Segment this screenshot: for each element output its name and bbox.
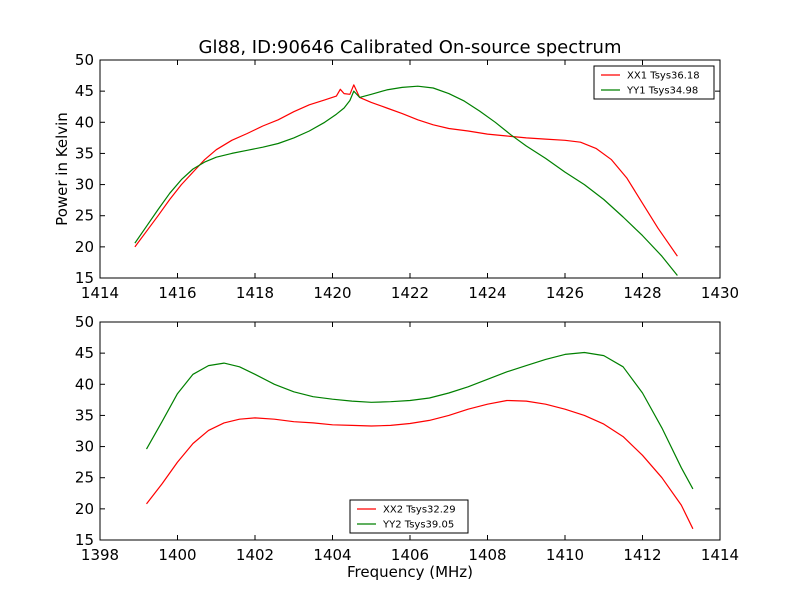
top-spectrum-panel: 1414 1416 1418 1420 1422 1424 1426 1428 1430 15 20…: [53, 51, 739, 302]
x-axis-label: Frequency (MHz): [347, 563, 473, 581]
legend-box: [349, 499, 469, 534]
series-line-yy1: [134, 85, 678, 276]
y-tick-label: 25: [75, 207, 94, 225]
legend-entry: XX2 Tsys32.29: [383, 505, 456, 516]
x-tick-label: 1414: [701, 546, 739, 564]
x-tick-label: 1422: [391, 284, 429, 302]
x-tick-label: 1414: [81, 284, 119, 302]
legend-box: [593, 65, 715, 100]
x-tick-label: 1406: [391, 546, 429, 564]
y-tick-label: 40: [75, 113, 94, 131]
plot-frame: [99, 321, 721, 541]
x-tick-label: 1398: [81, 546, 119, 564]
plot-frame: [99, 59, 721, 279]
legend-entry: XX1 Tsys36.18: [627, 71, 700, 82]
x-tick-label: 1424: [468, 284, 506, 302]
y-tick-label: 45: [75, 344, 94, 362]
y-tick-label: 30: [75, 438, 94, 456]
figure-title: Gl88, ID:90646 Calibrated On-source spec…: [199, 37, 622, 58]
x-tick-label: 1408: [468, 546, 506, 564]
y-tick-label: 35: [75, 144, 94, 162]
x-tick-label: 1412: [623, 546, 661, 564]
x-tick-label: 1418: [236, 284, 274, 302]
x-tick-label: 1410: [546, 546, 584, 564]
x-tick-label: 1426: [546, 284, 584, 302]
legend: XX2 Tsys32.29 YY2 Tsys39.05: [349, 499, 469, 534]
y-tick-label: 20: [75, 238, 94, 256]
y-tick-label: 40: [75, 375, 94, 393]
series-line-yy2: [145, 351, 694, 490]
x-tick-label: 1430: [701, 284, 739, 302]
y-tick-label: 50: [75, 51, 94, 69]
y-tick-label: 50: [75, 313, 94, 331]
series-line-xx2: [146, 399, 694, 530]
bottom-spectrum-panel: 1398 1400 1402 1404 1406 1408 1410 1412 1414 15 20…: [75, 313, 739, 581]
y-tick-label: 30: [75, 176, 94, 194]
x-tick-label: 1402: [236, 546, 274, 564]
y-tick-label: 35: [75, 406, 94, 424]
x-tick-label: 1416: [158, 284, 196, 302]
legend-entry: YY2 Tsys39.05: [382, 520, 454, 531]
y-tick-label: 15: [75, 531, 94, 549]
legend-entry: YY1 Tsys34.98: [626, 86, 698, 97]
y-tick-label: 25: [75, 469, 94, 487]
x-tick-label: 1404: [313, 546, 351, 564]
y-tick-label: 15: [75, 269, 94, 287]
x-tick-label: 1400: [158, 546, 196, 564]
legend: XX1 Tsys36.18 YY1 Tsys34.98: [593, 65, 715, 100]
x-tick-label: 1420: [313, 284, 351, 302]
y-tick-label: 20: [75, 500, 94, 518]
y-tick-label: 45: [75, 82, 94, 100]
x-tick-label: 1428: [623, 284, 661, 302]
y-axis-label: Power in Kelvin: [53, 112, 71, 226]
series-line-xx1: [134, 84, 678, 257]
